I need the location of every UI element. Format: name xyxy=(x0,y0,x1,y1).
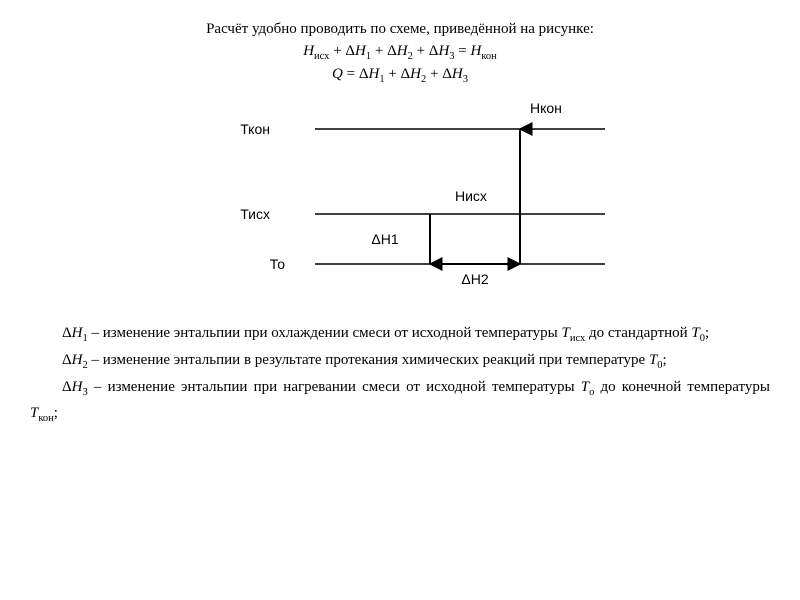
definitions-block: ΔH1 – изменение энтальпии при охлаждении… xyxy=(30,322,770,427)
definition-dH2: ΔH2 – изменение энтальпии в результате п… xyxy=(30,349,770,374)
intro-text: Расчёт удобно проводить по схеме, привед… xyxy=(30,18,770,41)
svg-text:ΔH1: ΔH1 xyxy=(371,231,398,247)
equation-1: Hисх + ΔH1 + ΔH2 + ΔH3 = Hкон xyxy=(30,41,770,64)
equation-2: Q = ΔH1 + ΔH2 + ΔH3 xyxy=(30,64,770,87)
svg-text:Нисх: Нисх xyxy=(455,188,487,204)
svg-text:ΔH2: ΔH2 xyxy=(461,271,488,287)
svg-text:То: То xyxy=(270,256,285,272)
definition-dH3: ΔH3 – изменение энтальпии при нагревании… xyxy=(30,376,770,427)
enthalpy-diagram: Ткон Нкон Тисх Нисх То ΔH1 ΔH2 xyxy=(185,99,615,314)
svg-text:Ткон: Ткон xyxy=(240,121,270,137)
definition-dH1: ΔH1 – изменение энтальпии при охлаждении… xyxy=(30,322,770,347)
svg-text:Тисх: Тисх xyxy=(240,206,270,222)
svg-text:Нкон: Нкон xyxy=(530,100,562,116)
